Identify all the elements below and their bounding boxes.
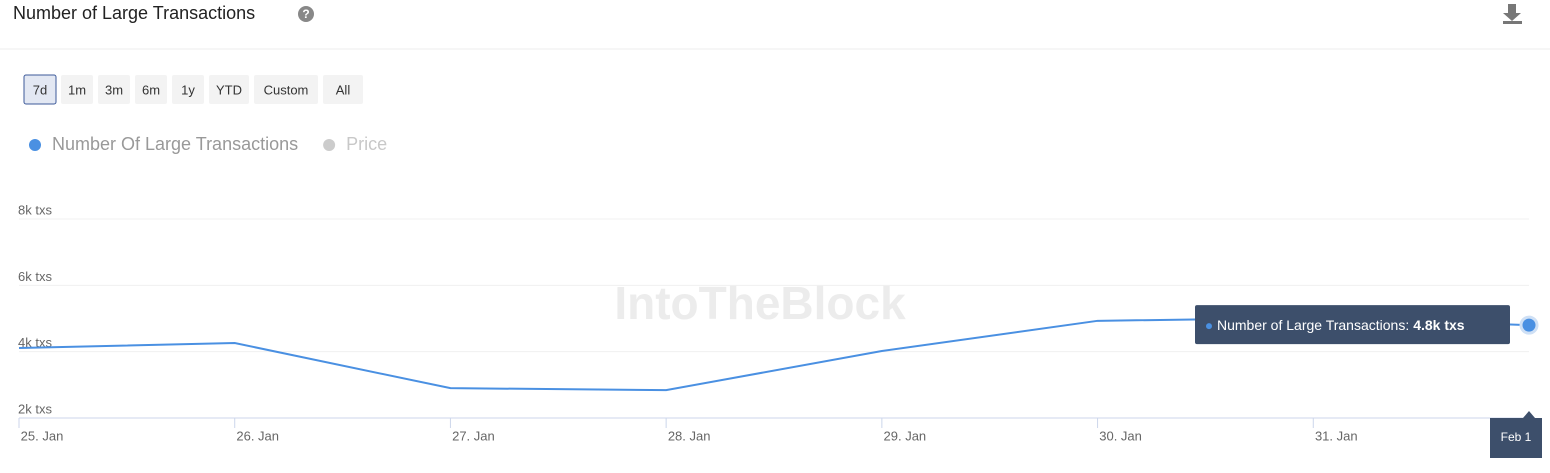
y-tick-label: 4k txs xyxy=(18,335,52,350)
range-button[interactable]: 1y xyxy=(172,75,204,104)
x-tick-label: 25. Jan xyxy=(21,428,64,443)
legend-marker xyxy=(29,139,41,151)
legend-item[interactable]: Number Of Large Transactions xyxy=(29,134,298,154)
x-tick-label: 27. Jan xyxy=(452,428,495,443)
range-button-bg xyxy=(135,75,167,104)
range-button[interactable]: 3m xyxy=(98,75,130,104)
range-button-bg xyxy=(254,75,318,104)
legend-label: Price xyxy=(346,134,387,154)
range-button-label: 7d xyxy=(33,82,47,97)
tooltip-bg xyxy=(1195,305,1510,345)
range-button-label: All xyxy=(336,82,351,97)
range-button-label: 3m xyxy=(105,82,123,97)
range-button-label: 1y xyxy=(181,82,195,97)
range-button-label: 1m xyxy=(68,82,86,97)
range-button[interactable]: Custom xyxy=(254,75,318,104)
range-button[interactable]: 7d xyxy=(23,74,57,105)
range-button-label: 6m xyxy=(142,82,160,97)
legend-label: Number Of Large Transactions xyxy=(52,134,298,154)
x-tick-label: 29. Jan xyxy=(884,428,927,443)
range-button[interactable]: 6m xyxy=(135,75,167,104)
tooltip-value: 4.8k txs xyxy=(1413,317,1465,333)
y-tick-label: 8k txs xyxy=(18,202,52,217)
x-tick-label: 30. Jan xyxy=(1099,428,1142,443)
x-tick-label: 28. Jan xyxy=(668,428,711,443)
range-button[interactable]: 1m xyxy=(61,75,93,104)
tooltip-label: Number of Large Transactions: xyxy=(1217,317,1409,333)
range-button-bg xyxy=(23,74,57,105)
download-icon[interactable] xyxy=(1503,4,1522,24)
hover-marker xyxy=(1519,315,1539,335)
range-button[interactable]: All xyxy=(323,75,363,104)
range-button-label: YTD xyxy=(216,82,242,97)
range-button-bg xyxy=(98,75,130,104)
range-button-bg xyxy=(61,75,93,104)
y-tick-label: 2k txs xyxy=(18,401,52,416)
tooltip-text: Number of Large Transactions: 4.8k txs xyxy=(1217,317,1465,333)
chart-title: Number of Large Transactions xyxy=(13,3,255,23)
x-tick-label: Feb 1 xyxy=(1501,430,1532,444)
svg-text:?: ? xyxy=(302,7,309,21)
range-button-bg xyxy=(172,75,204,104)
legend-marker xyxy=(323,139,336,151)
range-button[interactable]: YTD xyxy=(209,75,249,104)
range-button-bg xyxy=(323,75,363,104)
x-tick-label: 26. Jan xyxy=(236,428,279,443)
y-tick-label: 6k txs xyxy=(18,269,52,284)
range-button-label: Custom xyxy=(264,82,309,97)
x-label-box xyxy=(1490,411,1542,458)
tooltip-dot xyxy=(1206,323,1212,330)
range-button-bg xyxy=(209,75,249,104)
legend-item[interactable]: Price xyxy=(323,134,387,154)
x-tick-label: 31. Jan xyxy=(1315,428,1358,443)
help-icon[interactable]: ? xyxy=(298,6,314,22)
